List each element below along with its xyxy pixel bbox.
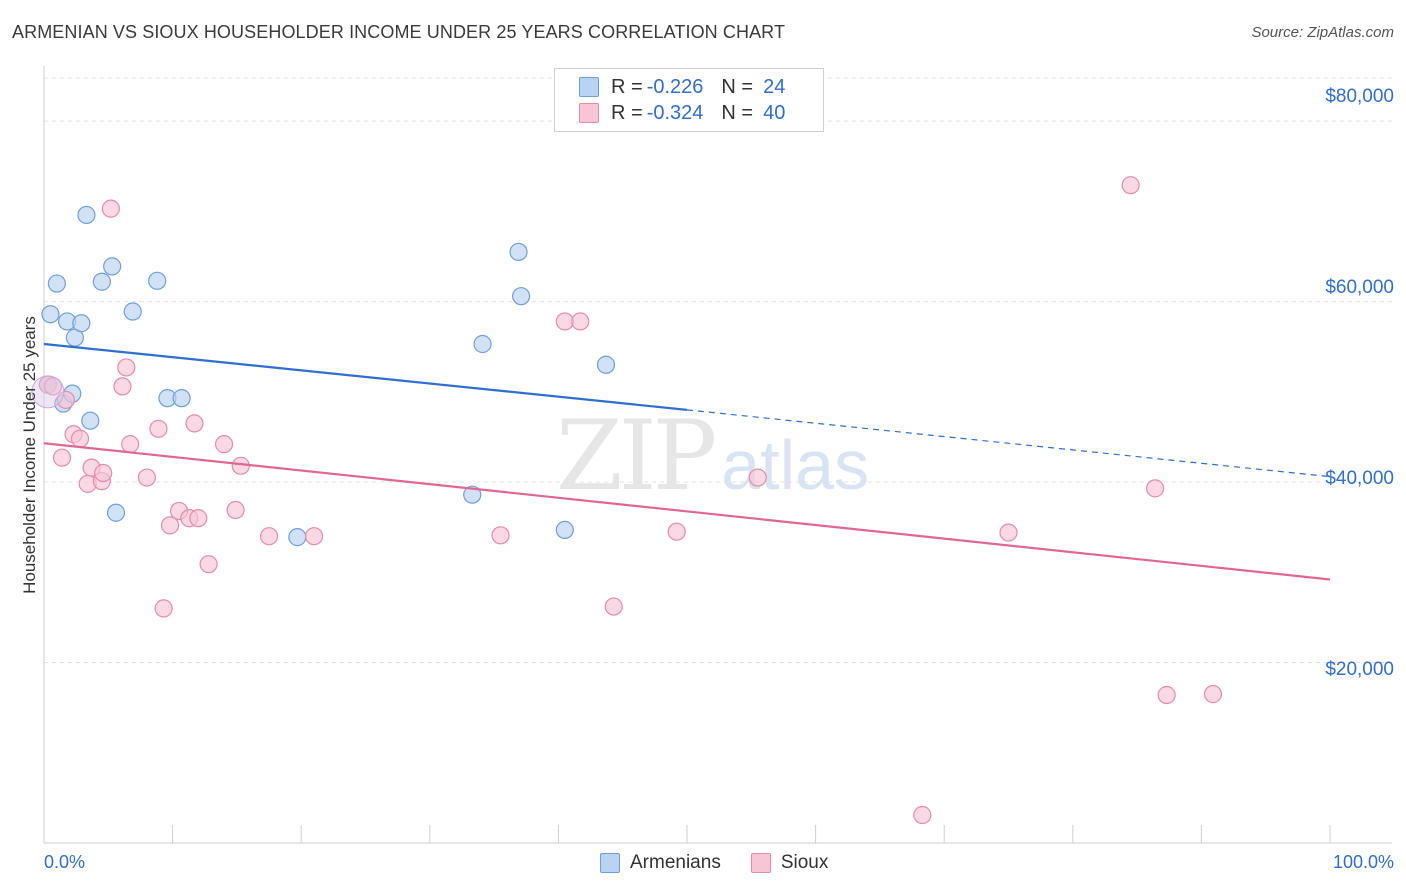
sioux-trend-line	[43, 442, 1331, 581]
y-tick-label-80000: $80,000	[1325, 86, 1394, 107]
sioux-point-3	[56, 390, 75, 410]
sioux-point-9	[94, 463, 113, 483]
sioux-point-21	[189, 509, 208, 528]
sioux-swatch	[750, 853, 771, 873]
armenians-point-12	[106, 503, 126, 522]
armenians-swatch	[600, 853, 620, 873]
watermark-atlas: atlas	[721, 426, 870, 504]
sioux-point-27	[304, 527, 324, 546]
armenians-point-11	[103, 257, 122, 276]
y-axis-title: Householder Income Under 25 years	[20, 316, 39, 594]
y-tick-label-60000: $60,000	[1325, 277, 1394, 298]
armenians-point-7	[72, 314, 91, 333]
armenians-trend-line	[43, 342, 688, 411]
r-value: -0.324	[646, 101, 704, 124]
sioux-point-10	[101, 199, 120, 218]
series-legend: Armenians Sioux	[600, 852, 858, 874]
sioux-point-35	[999, 523, 1018, 542]
armenians-point-23	[596, 355, 616, 374]
sioux-point-37	[1146, 479, 1165, 498]
sioux-point-16	[154, 599, 173, 618]
legend-item-sioux[interactable]: Sioux	[750, 852, 829, 874]
armenians-point-9	[81, 411, 100, 430]
r-label: R =	[611, 75, 643, 98]
armenians-point-22	[555, 520, 574, 539]
armenians-point-1	[41, 305, 60, 324]
n-value: 24	[763, 75, 786, 98]
sioux-point-34	[913, 805, 932, 825]
sioux-point-1	[43, 377, 63, 396]
sioux-point-22	[199, 555, 218, 574]
sioux-point-17	[160, 516, 180, 535]
y-tick-label-40000: $40,000	[1325, 468, 1394, 489]
n-label: N =	[721, 75, 754, 98]
armenians-point-16	[172, 389, 191, 408]
armenians-point-21	[512, 287, 531, 306]
sioux-point-11	[113, 377, 132, 396]
stats-legend-row-sioux: R = -0.324 N = 40	[579, 101, 785, 125]
sioux-point-12	[117, 358, 136, 377]
armenians-point-2	[47, 274, 66, 293]
stats-legend: R = -0.226 N = 24 R = -0.324 N = 40	[554, 68, 824, 132]
x-tick-label-min: 0.0%	[44, 852, 86, 872]
overlap-point	[31, 375, 65, 409]
armenians-point-10	[92, 272, 111, 291]
r-value: -0.226	[646, 75, 704, 98]
armenians-point-8	[77, 205, 96, 225]
sioux-point-24	[226, 500, 245, 520]
armenians-point-20	[509, 242, 528, 262]
armenians-point-19	[473, 334, 492, 354]
sioux-point-30	[571, 312, 590, 331]
r-label: R =	[611, 101, 643, 124]
armenians-swatch	[579, 77, 599, 97]
sioux-point-2	[52, 448, 72, 467]
watermark: ZIP atlas	[556, 400, 869, 512]
armenians-point-14	[148, 271, 167, 290]
sioux-point-20	[185, 414, 204, 433]
sioux-point-36	[1121, 176, 1140, 195]
x-tick-label-max: 100.0%	[1332, 852, 1394, 872]
sioux-point-26	[259, 527, 279, 546]
legend-item-armenians[interactable]: Armenians	[600, 852, 721, 874]
chart-title: ARMENIAN VS SIOUX HOUSEHOLDER INCOME UND…	[12, 22, 786, 42]
sioux-point-38	[1157, 685, 1176, 705]
sioux-point-15	[149, 419, 168, 438]
armenians-trend-line-extension	[686, 409, 1331, 478]
sioux-point-29	[555, 312, 574, 331]
sioux-point-32	[667, 522, 686, 541]
sioux-point-14	[137, 468, 156, 487]
sioux-swatch	[579, 103, 599, 123]
sioux-point-31	[604, 597, 623, 616]
y-tick-label-20000: $20,000	[1325, 659, 1394, 680]
sioux-point-33	[748, 468, 767, 487]
watermark-zip: ZIP	[556, 400, 717, 512]
n-label: N =	[721, 101, 754, 124]
armenians-point-18	[463, 485, 482, 504]
sioux-point-5	[70, 429, 90, 448]
sioux-point-23	[214, 435, 234, 454]
sioux-point-28	[491, 526, 510, 545]
stats-legend-row-armenians: R = -0.226 N = 24	[579, 75, 785, 99]
n-value: 40	[763, 101, 786, 124]
armenians-point-13	[123, 302, 142, 321]
source-label: Source: ZipAtlas.com	[1251, 24, 1394, 41]
sioux-point-39	[1203, 685, 1223, 704]
sioux-point-13	[121, 435, 140, 454]
legend-label-armenians: Armenians	[630, 852, 721, 873]
armenians-point-17	[288, 528, 307, 547]
legend-label-sioux: Sioux	[780, 852, 829, 873]
